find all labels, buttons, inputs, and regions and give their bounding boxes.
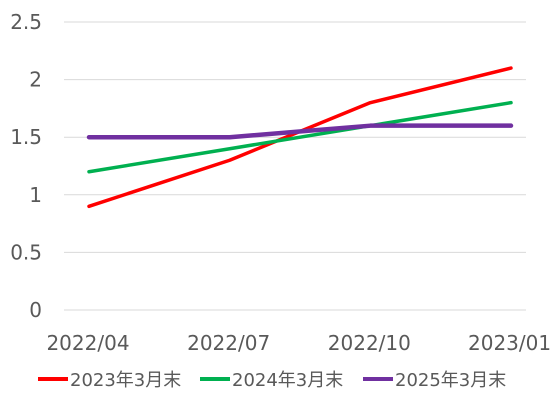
y-tick-label: 2.5 — [10, 10, 42, 34]
y-tick-label: 2 — [29, 68, 42, 92]
series-line-3 — [86, 123, 514, 140]
legend-label-3: 2025年3月末 — [395, 370, 506, 391]
x-tick-label: 2023/01 — [468, 331, 550, 355]
y-axis-tick-labels: 0 0.5 1 1.5 2 2.5 — [10, 10, 42, 322]
series-line-2 — [87, 100, 513, 174]
y-tick-label: 0.5 — [10, 240, 42, 264]
legend-label-1: 2023年3月末 — [70, 370, 181, 391]
x-tick-label: 2022/04 — [46, 331, 129, 355]
y-tick-label: 0 — [29, 298, 42, 322]
y-tick-label: 1.5 — [10, 125, 42, 149]
legend: 2023年3月末 2024年3月末 2025年3月末 — [38, 370, 506, 391]
x-tick-label: 2022/07 — [187, 331, 270, 355]
y-tick-label: 1 — [29, 183, 42, 207]
x-tick-label: 2022/10 — [328, 331, 411, 355]
series-lines — [86, 66, 514, 209]
legend-label-2: 2024年3月末 — [232, 370, 343, 391]
x-axis-tick-labels: 2022/04 2022/07 2022/10 2023/01 — [46, 331, 550, 355]
